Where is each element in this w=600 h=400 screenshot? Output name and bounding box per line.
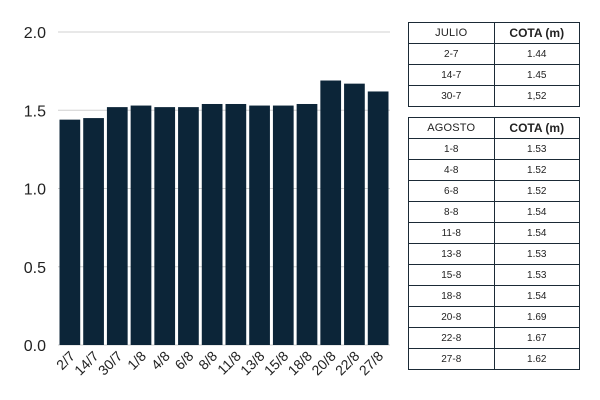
table-row: 13-8 1.53: [408, 243, 580, 265]
y-tick-label: 2.0: [24, 25, 46, 42]
table-cell-date: 20-8: [408, 306, 495, 328]
bar: [83, 118, 104, 345]
table-cell-value: 1.44: [493, 43, 580, 65]
bar: [201, 103, 223, 346]
table-cell-value: 1.52: [493, 159, 580, 181]
table-row: 20-8 1.69: [408, 306, 580, 328]
table-cell-date: 18-8: [408, 285, 495, 307]
table-row: 1-8 1.53: [408, 138, 580, 160]
y-tick-label: 1.5: [24, 103, 46, 120]
table-cell-date: 14-7: [408, 64, 495, 86]
x-tick-label: 14/7: [71, 348, 102, 379]
table-row: 22-8 1.67: [408, 327, 580, 349]
table-row: 18-8 1.54: [408, 285, 580, 307]
table-cell-value: 1.54: [493, 201, 580, 223]
x-tick-label: 27/8: [356, 348, 387, 379]
table-agosto: AGOSTO COTA (m) 1-8 1.53 4-8 1.52 6-8 1.…: [408, 117, 580, 370]
table-row: 2-7 1.44: [408, 43, 580, 65]
bar: [178, 107, 199, 346]
table-cell-date: 11-8: [408, 222, 495, 244]
bar: [59, 119, 81, 345]
bar: [154, 107, 176, 346]
table-cell-value: 1.53: [493, 243, 580, 265]
bar: [272, 105, 294, 346]
bar: [225, 103, 247, 346]
table-gap: [408, 107, 580, 117]
table-header-cota: COTA (m): [493, 117, 580, 139]
bar: [296, 103, 318, 346]
table-header-row: AGOSTO COTA (m): [408, 117, 580, 139]
bar-chart: 0.00.51.01.52.02/714/730/71/84/86/88/811…: [24, 25, 390, 379]
y-tick-label: 1.0: [24, 182, 46, 199]
bar: [249, 105, 270, 346]
x-tick-label: 20/8: [308, 348, 339, 379]
table-cell-date: 1-8: [408, 138, 495, 160]
table-cell-value: 1.54: [493, 285, 580, 307]
table-cell-date: 8-8: [408, 201, 495, 223]
table-row: 4-8 1.52: [408, 159, 580, 181]
x-tick-label: 13/8: [237, 348, 268, 379]
table-header-month: AGOSTO: [408, 117, 495, 139]
y-tick-label: 0.0: [24, 338, 46, 355]
x-tick-label: 4/8: [148, 348, 173, 373]
x-tick-label: 11/8: [214, 348, 244, 378]
bar: [367, 91, 389, 345]
table-header-cota: COTA (m): [493, 22, 580, 44]
table-header-month: JULIO: [408, 22, 495, 44]
table-cell-value: 1.67: [493, 327, 580, 349]
table-cell-value: 1.53: [493, 264, 580, 286]
table-row: 27-8 1.62: [408, 348, 580, 370]
x-tick-label: 6/8: [171, 348, 196, 373]
table-cell-date: 30-7: [408, 85, 495, 107]
x-tick-label: 18/8: [285, 348, 316, 379]
table-cell-value: 1.54: [493, 222, 580, 244]
table-header-row: JULIO COTA (m): [408, 22, 580, 44]
bar: [344, 83, 365, 346]
table-row: 14-7 1.45: [408, 64, 580, 86]
table-cell-value: 1.52: [493, 180, 580, 202]
table-cell-date: 4-8: [408, 159, 495, 181]
table-cell-value: 1,52: [493, 85, 580, 107]
x-tick-label: 1/8: [124, 348, 149, 373]
bar: [106, 107, 128, 346]
table-row: 6-8 1.52: [408, 180, 580, 202]
table-cell-date: 13-8: [408, 243, 495, 265]
tables-panel: JULIO COTA (m) 2-7 1.44 14-7 1.45 30-7 1…: [408, 22, 580, 370]
table-cell-date: 6-8: [408, 180, 495, 202]
table-row: 11-8 1.54: [408, 222, 580, 244]
x-tick-label: 30/7: [95, 348, 126, 379]
table-cell-date: 15-8: [408, 264, 495, 286]
table-julio: JULIO COTA (m) 2-7 1.44 14-7 1.45 30-7 1…: [408, 22, 580, 107]
bar: [320, 80, 342, 345]
table-cell-value: 1.62: [493, 348, 580, 370]
table-cell-date: 22-8: [408, 327, 495, 349]
table-row: 15-8 1.53: [408, 264, 580, 286]
table-cell-date: 2-7: [408, 43, 495, 65]
y-tick-label: 0.5: [24, 260, 46, 277]
table-cell-value: 1.53: [493, 138, 580, 160]
x-tick-label: 22/8: [332, 348, 363, 379]
table-cell-value: 1.45: [493, 64, 580, 86]
table-row: 8-8 1.54: [408, 201, 580, 223]
table-cell-date: 27-8: [408, 348, 495, 370]
table-cell-value: 1.69: [493, 306, 580, 328]
table-row: 30-7 1,52: [408, 85, 580, 107]
bar: [130, 105, 152, 346]
x-tick-label: 15/8: [261, 348, 292, 379]
